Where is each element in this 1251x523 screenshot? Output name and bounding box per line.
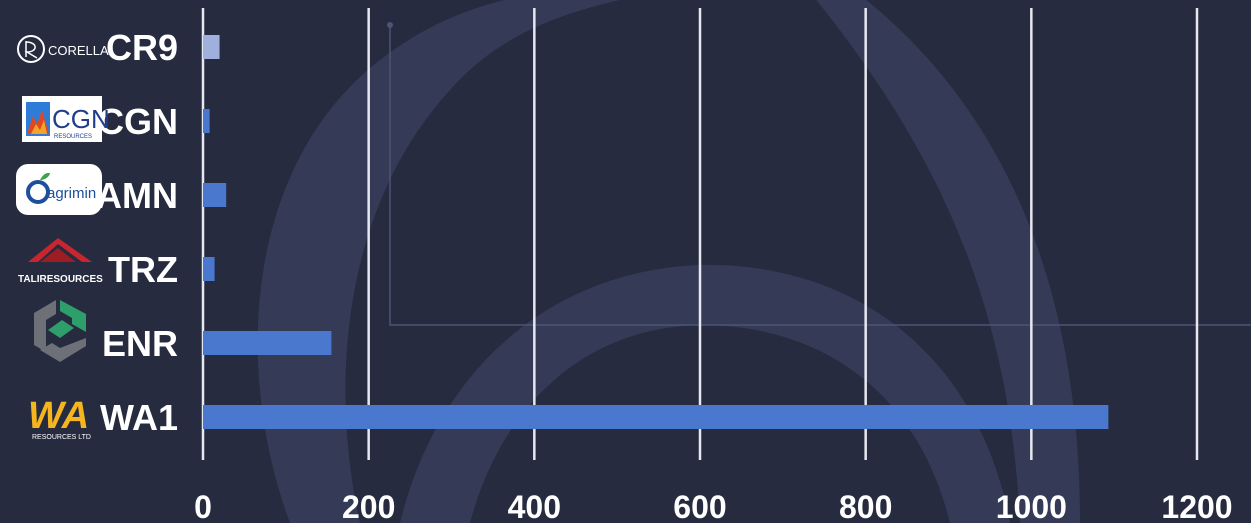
background-watermark [257,0,1080,523]
x-tick-label: 800 [839,489,892,523]
corella-ring-icon [17,35,45,63]
x-tick-label: 400 [508,489,561,523]
cgn-flame-icon [26,102,50,136]
agrimin-leaf-icon [26,172,50,204]
bars [203,35,1109,429]
logo-cgn: CGN RESOURCES [22,96,110,142]
bar-cgn [203,109,210,133]
logo-wa1: WA RESOURCES LTD [28,395,91,441]
wa1-logo-text: WA [28,395,89,437]
x-tick-label: 1200 [1161,489,1232,523]
bar-cr9 [203,35,220,59]
wa1-logo-subtext: RESOURCES LTD [32,434,91,441]
x-tick-label: 1000 [996,489,1067,523]
tali-mountain-icon [28,238,92,262]
logo-agrimin: agrimin [16,164,102,215]
category-labels: CR9 CGN AMN TRZ ENR WA1 [96,27,178,438]
decorative-bracket [387,22,1251,326]
agrimin-logo-text: agrimin [47,185,96,202]
corella-logo-text: CORELLA [48,43,109,58]
wa1-letters-icon: WA [28,395,89,437]
x-axis-ticks: 0 200 400 600 800 1000 1200 [194,489,1232,523]
bar-trz [203,257,215,281]
x-tick-label: 0 [194,489,212,523]
logo-tali: TALIRESOURCES [18,238,103,285]
category-label-trz: TRZ [108,249,178,290]
cgn-logo-subtext: RESOURCES [54,134,92,140]
category-label-cgn: CGN [98,101,178,142]
enr-hexagon-icon [34,300,86,362]
bar-wa1 [203,405,1109,429]
logo-corella: CORELLA [17,35,109,63]
x-tick-label: 200 [342,489,395,523]
gridlines [201,8,1199,460]
category-label-enr: ENR [102,323,178,364]
logo-enr [34,300,86,362]
category-label-cr9: CR9 [106,27,178,68]
x-tick-label: 600 [673,489,726,523]
category-label-amn: AMN [96,175,178,216]
tali-logo-text: TALIRESOURCES [18,274,103,285]
cgn-logo-text: CGN [52,104,110,134]
bar-amn [203,183,227,207]
category-label-wa1: WA1 [100,397,178,438]
bar-enr [203,331,332,355]
